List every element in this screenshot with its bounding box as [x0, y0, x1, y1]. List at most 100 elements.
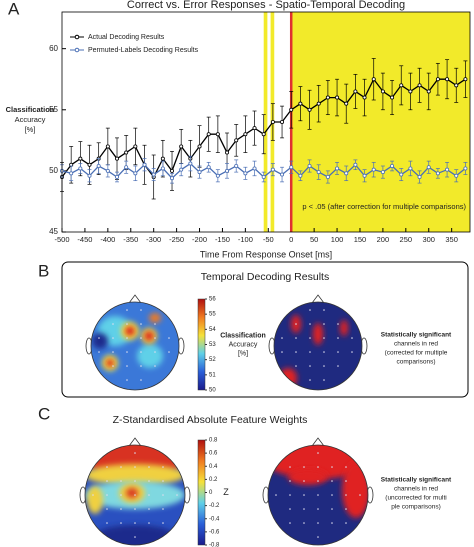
electrode	[331, 466, 333, 468]
data-point	[179, 144, 184, 149]
electrode	[317, 494, 319, 496]
data-point	[445, 77, 450, 82]
electrode	[345, 466, 347, 468]
electrode	[162, 480, 164, 482]
electrode	[126, 337, 128, 339]
data-point	[115, 174, 120, 179]
data-point	[170, 168, 175, 173]
electrode	[148, 522, 150, 524]
electrode	[317, 536, 319, 538]
y-axis-label: [%]	[25, 125, 36, 134]
electrode	[303, 522, 305, 524]
colorbar-tick-label: -0.8	[209, 543, 220, 547]
legend-label: Permuted-Labels Decoding Results	[88, 47, 199, 54]
electrode	[309, 323, 311, 325]
x-tick-label: 150	[354, 235, 367, 244]
colorbar-label: [%]	[238, 350, 248, 357]
colorbar-tick-label: -0.4	[209, 516, 220, 522]
electrode	[106, 494, 108, 496]
electrode	[154, 365, 156, 367]
data-point	[133, 171, 138, 176]
topomap-region	[126, 488, 138, 498]
colorbar-label: Z	[223, 487, 229, 497]
electrode	[323, 309, 325, 311]
head-nose	[311, 294, 325, 304]
x-tick-label: 200	[377, 235, 390, 244]
data-point	[417, 83, 422, 88]
colorbar-tick-label: 0.6	[209, 451, 218, 457]
chart-title: Correct vs. Error Responses - Spatio-Tem…	[127, 0, 405, 11]
electrode	[140, 379, 142, 381]
note: channels in red	[394, 341, 438, 348]
x-tick-label: 100	[331, 235, 344, 244]
data-point	[325, 174, 330, 179]
data-point	[289, 107, 294, 112]
data-point	[87, 173, 92, 178]
data-point	[371, 77, 376, 82]
data-point	[124, 165, 129, 170]
colorbar	[197, 298, 206, 391]
electrode	[309, 365, 311, 367]
electrode	[331, 494, 333, 496]
electrode	[106, 480, 108, 482]
legend-label: Actual Decoding Results	[88, 34, 165, 41]
electrode	[126, 365, 128, 367]
head-outline	[267, 444, 369, 546]
electrode	[126, 379, 128, 381]
topomap-region	[85, 464, 185, 486]
electrode	[289, 508, 291, 510]
data-point	[390, 163, 395, 168]
electrode	[309, 379, 311, 381]
head-nose	[311, 437, 325, 447]
electrode	[345, 508, 347, 510]
head-outline	[90, 301, 180, 391]
colorbar-tick-label: 0.8	[209, 438, 218, 444]
electrode	[331, 508, 333, 510]
data-point	[435, 171, 440, 176]
colorbar-tick-label: 53	[209, 342, 216, 348]
x-tick-label: -50	[263, 235, 274, 244]
data-point	[463, 166, 468, 171]
data-point	[280, 172, 285, 177]
electrode	[345, 480, 347, 482]
head-outline	[273, 301, 363, 391]
x-tick-label: -500	[54, 235, 69, 244]
data-point	[133, 144, 138, 149]
data-point	[289, 165, 294, 170]
note: Statistically significant	[381, 332, 452, 339]
electrode	[303, 508, 305, 510]
data-point	[160, 166, 165, 171]
data-point	[344, 101, 349, 106]
data-point	[316, 101, 321, 106]
topomap-region	[125, 326, 135, 336]
data-point	[408, 166, 413, 171]
data-point	[197, 170, 202, 175]
data-point	[445, 167, 450, 172]
electrode	[323, 337, 325, 339]
data-point	[105, 168, 110, 173]
topomap-region	[340, 320, 348, 336]
note: Statistically significant	[381, 477, 452, 484]
data-point	[197, 144, 202, 149]
x-tick-label: -200	[192, 235, 207, 244]
note: channels in red	[394, 486, 438, 493]
electrode	[309, 309, 311, 311]
electrode	[281, 337, 283, 339]
electrode	[134, 494, 136, 496]
colorbar-tick-label: 0.4	[209, 464, 218, 470]
electrode	[162, 508, 164, 510]
electrode	[106, 466, 108, 468]
data-point	[243, 132, 248, 137]
data-point	[371, 167, 376, 172]
colorbar-tick-label: 55	[209, 312, 216, 318]
electrode	[148, 494, 150, 496]
electrode	[309, 337, 311, 339]
annotation: p < .05 (after correction for multiple c…	[302, 202, 466, 211]
topomap-region	[87, 486, 103, 514]
topomap	[268, 445, 368, 545]
panel-frame	[61, 261, 469, 398]
electrode	[323, 351, 325, 353]
electrode	[120, 508, 122, 510]
electrode	[120, 494, 122, 496]
data-point	[270, 120, 275, 125]
